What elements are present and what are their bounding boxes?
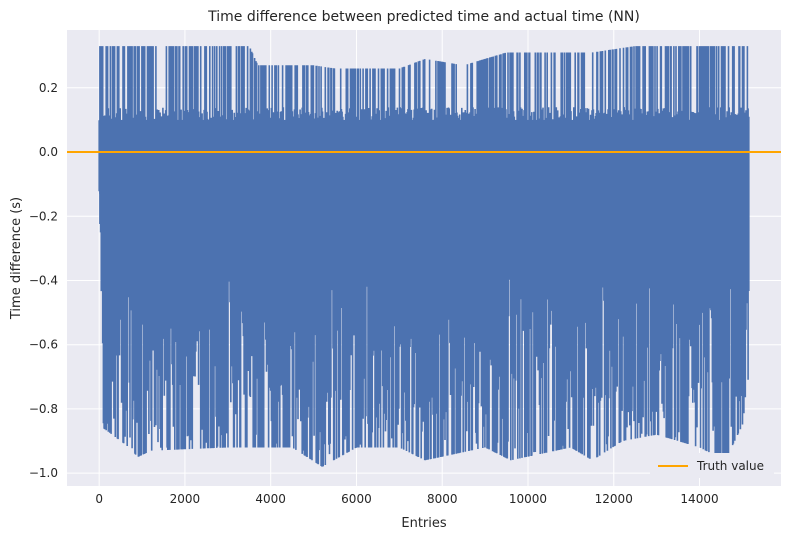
y-tick-label: −0.4 — [29, 273, 58, 287]
x-tick-label: 6000 — [341, 492, 372, 506]
y-tick-label: −1.0 — [29, 466, 58, 480]
chart-title: Time difference between predicted time a… — [207, 9, 640, 25]
x-tick-label: 8000 — [427, 492, 458, 506]
y-tick-label: 0.2 — [39, 81, 58, 95]
x-tick-label: 10000 — [509, 492, 547, 506]
y-tick-labels: −1.0 −0.8 −0.6 −0.4 −0.2 0.0 0.2 — [29, 81, 58, 480]
prediction-core — [99, 119, 749, 194]
x-tick-label: 12000 — [595, 492, 633, 506]
x-axis-label: Entries — [401, 516, 447, 531]
x-tick-label: 2000 — [170, 492, 201, 506]
x-tick-label: 14000 — [680, 492, 718, 506]
legend: Truth value — [650, 453, 774, 478]
prediction-series — [98, 46, 750, 467]
y-tick-label: −0.2 — [29, 209, 58, 223]
y-tick-label: −0.8 — [29, 402, 58, 416]
legend-box — [650, 453, 774, 478]
y-tick-label: −0.6 — [29, 338, 58, 352]
legend-truth-label: Truth value — [696, 459, 764, 473]
y-axis-label: Time difference (s) — [9, 197, 24, 320]
x-tick-labels: 0 2000 4000 6000 8000 10000 12000 14000 — [95, 492, 718, 506]
y-tick-label: 0.0 — [39, 145, 58, 159]
x-tick-label: 4000 — [255, 492, 286, 506]
x-tick-label: 0 — [95, 492, 103, 506]
